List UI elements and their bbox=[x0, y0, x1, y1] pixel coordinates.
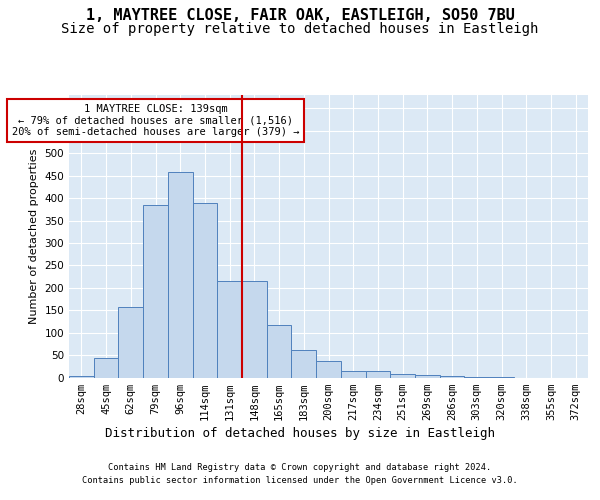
Bar bbox=[118, 306, 143, 378]
Bar bbox=[341, 371, 365, 378]
Text: Contains HM Land Registry data © Crown copyright and database right 2024.: Contains HM Land Registry data © Crown c… bbox=[109, 462, 491, 471]
Bar bbox=[292, 350, 316, 378]
Y-axis label: Number of detached properties: Number of detached properties bbox=[29, 148, 39, 324]
Bar bbox=[440, 376, 464, 378]
Text: 1 MAYTREE CLOSE: 139sqm
← 79% of detached houses are smaller (1,516)
20% of semi: 1 MAYTREE CLOSE: 139sqm ← 79% of detache… bbox=[12, 104, 299, 137]
Bar bbox=[193, 202, 217, 378]
Text: Distribution of detached houses by size in Eastleigh: Distribution of detached houses by size … bbox=[105, 428, 495, 440]
Bar bbox=[365, 371, 390, 378]
Bar bbox=[143, 206, 168, 378]
Bar bbox=[242, 280, 267, 378]
Bar bbox=[316, 362, 341, 378]
Bar bbox=[94, 358, 118, 378]
Text: Size of property relative to detached houses in Eastleigh: Size of property relative to detached ho… bbox=[61, 22, 539, 36]
Bar bbox=[390, 374, 415, 378]
Bar bbox=[69, 376, 94, 378]
Text: Contains public sector information licensed under the Open Government Licence v3: Contains public sector information licen… bbox=[82, 476, 518, 485]
Bar bbox=[267, 324, 292, 378]
Text: 1, MAYTREE CLOSE, FAIR OAK, EASTLEIGH, SO50 7BU: 1, MAYTREE CLOSE, FAIR OAK, EASTLEIGH, S… bbox=[86, 8, 514, 22]
Bar bbox=[415, 376, 440, 378]
Bar bbox=[217, 280, 242, 378]
Bar bbox=[168, 172, 193, 378]
